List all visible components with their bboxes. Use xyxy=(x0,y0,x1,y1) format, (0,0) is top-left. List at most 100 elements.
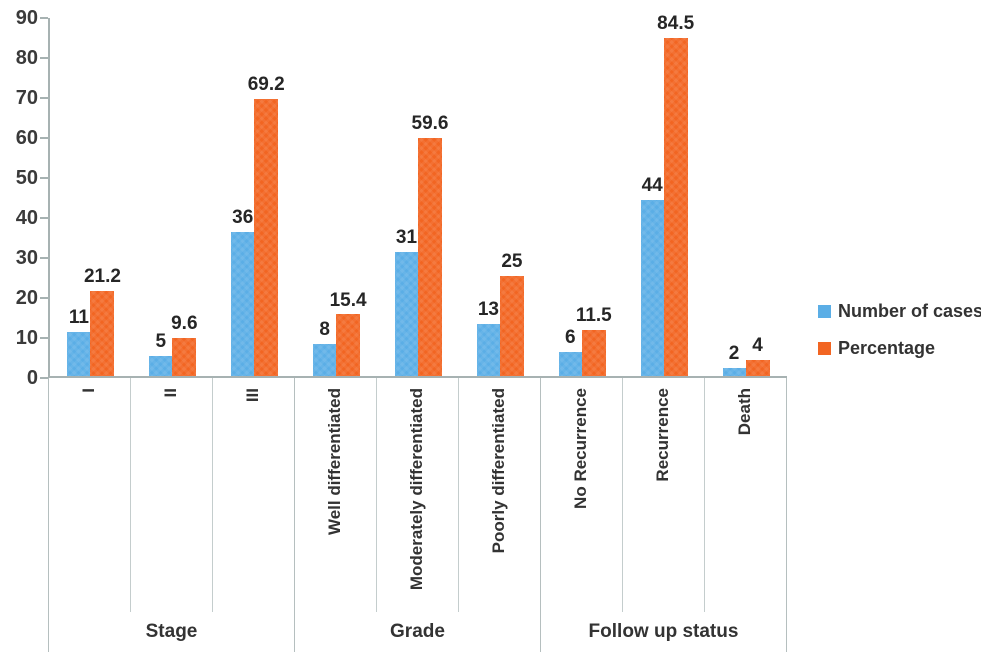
category-label: No Recurrence xyxy=(571,388,591,509)
category-slot: 11 21.2 xyxy=(50,18,132,376)
category-slot: 6 11.5 xyxy=(541,18,623,376)
value-label: 8 xyxy=(319,319,330,341)
category-label: Death xyxy=(735,388,755,436)
category-slot: 13 25 xyxy=(459,18,541,376)
value-label: 11 xyxy=(68,307,89,329)
y-tick-label: 80 xyxy=(15,47,38,69)
group-label: Stage xyxy=(145,621,198,642)
y-tick-mark xyxy=(40,137,48,139)
value-label: 15.4 xyxy=(329,289,367,311)
bar-percentage: 25 xyxy=(499,251,524,376)
bar-cases: 44 xyxy=(640,175,664,376)
y-tick-label: 70 xyxy=(15,87,38,109)
legend-swatch-cases xyxy=(818,305,831,318)
bar-percentage: 11.5 xyxy=(576,305,612,376)
bar-cases: 31 xyxy=(395,227,418,376)
value-label: 11.5 xyxy=(575,305,612,327)
y-tick-label: 60 xyxy=(15,127,38,149)
y-tick-label: 0 xyxy=(26,367,38,389)
value-label: 13 xyxy=(477,299,499,321)
bar-percentage: 9.6 xyxy=(171,313,198,376)
value-label: 2 xyxy=(728,343,740,365)
value-label: 36 xyxy=(232,207,254,229)
x-group-2: No Recurrence Recurrence Death Follow up st… xyxy=(541,378,787,652)
bar-pair: 5 9.6 xyxy=(149,313,198,376)
category-slot: 31 59.6 xyxy=(378,18,460,376)
bar-cases: 8 xyxy=(313,319,337,376)
category-cell: I xyxy=(49,378,131,612)
group-label-row: Stage xyxy=(49,612,294,652)
x-group-1: Well differentiated Moderately differenti… xyxy=(295,378,541,652)
bar-cases: 13 xyxy=(476,299,500,376)
bar-pair: 36 69.2 xyxy=(231,74,285,376)
category-cell: No Recurrence xyxy=(541,378,623,612)
value-label: 84.5 xyxy=(657,13,695,35)
y-tick-mark xyxy=(40,377,48,379)
y-tick-mark xyxy=(40,337,48,339)
legend: Number of cases Percentage xyxy=(818,301,981,375)
y-tick-mark xyxy=(40,297,48,299)
bar-percentage: 59.6 xyxy=(412,113,448,376)
y-tick-mark xyxy=(40,177,48,179)
y-tick-mark xyxy=(40,97,48,99)
y-tick-label: 50 xyxy=(15,167,38,189)
bar-percentage: 69.2 xyxy=(248,74,285,376)
bar-percentage: 21.2 xyxy=(84,266,121,376)
value-label: 31 xyxy=(395,227,418,249)
bar-percentage: 15.4 xyxy=(330,290,367,376)
legend-item: Percentage xyxy=(818,338,981,359)
category-cell: Recurrence xyxy=(623,378,705,612)
y-tick-label: 40 xyxy=(15,207,38,229)
bar-percentage: 4 xyxy=(745,335,770,376)
y-tick-mark xyxy=(40,57,48,59)
category-label: II xyxy=(161,388,181,398)
y-tick-label: 20 xyxy=(15,287,38,309)
category-slot: 36 69.2 xyxy=(214,18,296,376)
bar-group-0: 11 21.2 5 9.6 36 69.2 xyxy=(50,18,296,376)
bar-cases: 36 xyxy=(231,207,255,376)
plot-area: 11 21.2 5 9.6 36 69.2 8 15.4 31 59.6 13 25 6 11.5 44 84… xyxy=(48,13,787,378)
category-cell: Moderately differentiated xyxy=(377,378,459,612)
legend-item: Number of cases xyxy=(818,301,981,322)
bar-pair: 13 25 xyxy=(476,251,524,376)
value-label: 5 xyxy=(155,331,167,353)
bar-pair: 8 15.4 xyxy=(313,290,367,376)
category-label: Moderately differentiated xyxy=(407,388,427,591)
category-slot: 44 84.5 xyxy=(623,13,705,376)
value-label: 25 xyxy=(501,251,523,273)
category-label: Recurrence xyxy=(653,388,673,482)
bar-group-2: 6 11.5 44 84.5 2 4 xyxy=(541,13,787,376)
category-label-row: Well differentiated Moderately differenti… xyxy=(295,378,540,612)
category-label-row: I II III xyxy=(49,378,294,612)
bar-pair: 44 84.5 xyxy=(640,13,694,376)
category-cell: II xyxy=(131,378,213,612)
value-label: 44 xyxy=(641,175,663,197)
y-tick-mark xyxy=(40,217,48,219)
category-label: III xyxy=(243,388,263,403)
bar-cases: 11 xyxy=(67,307,91,376)
group-label-row: Follow up status xyxy=(541,612,786,652)
bar-cases: 2 xyxy=(722,343,746,376)
value-label: 59.6 xyxy=(411,112,449,134)
bar-pair: 6 11.5 xyxy=(558,305,612,376)
category-slot: 8 15.4 xyxy=(296,18,378,376)
legend-label: Number of cases xyxy=(838,301,981,321)
bar-group-1: 8 15.4 31 59.6 13 25 xyxy=(296,18,542,376)
category-cell: Poorly differentiated xyxy=(459,378,540,612)
group-label: Follow up status xyxy=(588,621,739,642)
value-label: 21.2 xyxy=(83,266,121,288)
group-label: Grade xyxy=(390,621,445,642)
value-label: 9.6 xyxy=(171,312,198,334)
plot-bars: 11 21.2 5 9.6 36 69.2 8 15.4 31 59.6 13 25 6 11.5 44 84… xyxy=(50,13,787,376)
category-cell: Well differentiated xyxy=(295,378,377,612)
y-tick-label: 10 xyxy=(15,327,38,349)
category-label: Well differentiated xyxy=(325,388,345,536)
value-label: 4 xyxy=(752,335,763,357)
x-group-0: I II III Stage xyxy=(49,378,295,652)
category-label-row: No Recurrence Recurrence Death xyxy=(541,378,786,612)
category-slot: 5 9.6 xyxy=(132,18,214,376)
y-tick-label: 90 xyxy=(15,7,38,29)
y-tick-label: 30 xyxy=(15,247,38,269)
